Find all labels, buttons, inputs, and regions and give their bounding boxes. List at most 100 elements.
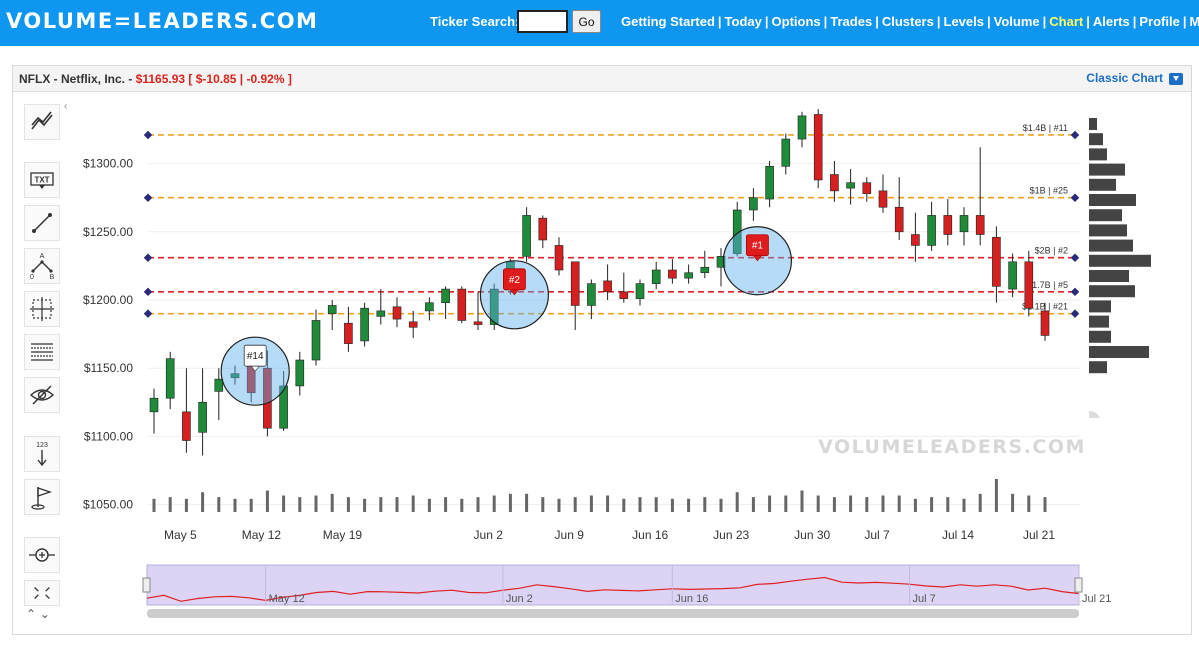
volume-profile-bar bbox=[1089, 330, 1111, 343]
text-tool-button[interactable]: TXT bbox=[24, 162, 60, 198]
classic-chart-link[interactable]: Classic Chart bbox=[1086, 71, 1163, 85]
stock-price: $1165.93 bbox=[135, 72, 186, 86]
level-diamond-right bbox=[1070, 130, 1080, 140]
trade-cluster-marker: #2 bbox=[479, 260, 550, 330]
nav-link-alerts[interactable]: Alerts bbox=[1092, 14, 1130, 29]
candle-body bbox=[813, 114, 823, 181]
price-scale-tool-button[interactable]: 123 bbox=[24, 436, 60, 472]
candle-body bbox=[554, 245, 564, 271]
candle bbox=[263, 350, 272, 437]
candle-body bbox=[587, 283, 596, 306]
candle-body bbox=[797, 115, 807, 140]
crosshair-box-tool-button[interactable] bbox=[24, 291, 60, 327]
level-diamond-left bbox=[143, 287, 153, 297]
candle-body bbox=[522, 215, 531, 257]
nav-link-today[interactable]: Today bbox=[724, 14, 762, 29]
candle bbox=[813, 109, 823, 189]
candle-body bbox=[263, 367, 272, 429]
nav-link-levels[interactable]: Levels bbox=[943, 14, 984, 29]
nav-link-getting-started[interactable]: Getting Started bbox=[621, 14, 715, 29]
price-scale-tool-icon: 123 bbox=[36, 442, 48, 467]
volume-profile-bar bbox=[1089, 254, 1151, 267]
volume-level-label: $1.4B | #11 bbox=[1023, 123, 1068, 133]
volume-bar bbox=[184, 498, 188, 512]
volume-bar bbox=[265, 490, 269, 512]
trend-lines-tool-button[interactable] bbox=[24, 104, 60, 140]
candle bbox=[749, 188, 758, 221]
volume-bar bbox=[508, 493, 512, 512]
go-button[interactable]: Go bbox=[572, 10, 601, 33]
volumeleaders-logo[interactable]: VOLUME=LEADERS.COM bbox=[6, 9, 319, 33]
candle bbox=[1040, 302, 1050, 341]
volume-bar bbox=[994, 479, 998, 512]
candle-body bbox=[927, 215, 936, 246]
line-tool-button[interactable] bbox=[24, 205, 60, 241]
volume-bar bbox=[314, 495, 318, 512]
nav-link-profile[interactable]: Profile bbox=[1139, 14, 1180, 29]
hide-drawings-button[interactable] bbox=[24, 377, 60, 413]
nav-link-trades[interactable]: Trades bbox=[830, 14, 873, 29]
candle-body bbox=[425, 302, 434, 312]
candle-body bbox=[749, 197, 758, 211]
y-axis-tick-label: $1200.00 bbox=[83, 293, 133, 307]
candle-body bbox=[279, 385, 288, 429]
volume-bar bbox=[363, 498, 367, 512]
volume-bar bbox=[930, 497, 934, 512]
volume-bar bbox=[719, 498, 723, 512]
candle-body bbox=[311, 320, 321, 361]
nav-link-my-subs[interactable]: My Subs bbox=[1189, 14, 1199, 29]
candle-body bbox=[473, 321, 483, 325]
volume-bar bbox=[557, 498, 561, 512]
volume-profile-bar bbox=[1089, 194, 1136, 206]
x-axis-tick-label: Jun 9 bbox=[555, 528, 585, 542]
candle-body bbox=[894, 206, 904, 233]
zoom-crosshair-icon bbox=[29, 548, 55, 562]
navigator-scrollbar[interactable] bbox=[147, 609, 1079, 618]
x-axis-tick-label: May 12 bbox=[242, 528, 282, 542]
candle-body bbox=[862, 182, 872, 194]
flag-marker-tool-button[interactable] bbox=[24, 479, 60, 515]
zoom-crosshair-button[interactable] bbox=[24, 537, 60, 573]
volume-bar bbox=[849, 495, 853, 512]
nav-link-options[interactable]: Options bbox=[771, 14, 821, 29]
nav-link-chart[interactable]: Chart bbox=[1049, 14, 1084, 29]
candles bbox=[149, 109, 1050, 456]
level-diamond-left bbox=[143, 309, 153, 318]
candle-body bbox=[619, 291, 629, 299]
ticker-search-input[interactable] bbox=[517, 10, 568, 33]
nav-separator: | bbox=[1086, 14, 1090, 29]
candle-body bbox=[911, 234, 920, 246]
navigator-handle-left[interactable] bbox=[142, 577, 151, 593]
volume-level: $1B | #25 bbox=[143, 186, 1080, 202]
candle-body bbox=[635, 283, 645, 299]
y-axis-tick-label: $1100.00 bbox=[84, 429, 133, 443]
candle bbox=[959, 207, 969, 246]
candle bbox=[376, 289, 386, 325]
candle-body bbox=[992, 236, 1001, 287]
fullscreen-button[interactable] bbox=[24, 580, 60, 606]
volume-bar bbox=[444, 497, 448, 512]
volume-bar bbox=[865, 497, 869, 512]
candle bbox=[619, 272, 629, 303]
navigator-price-line bbox=[146, 576, 1080, 602]
nav-link-volume[interactable]: Volume bbox=[993, 14, 1040, 29]
volume-profile-bar bbox=[1089, 239, 1133, 252]
level-diamond-left bbox=[143, 193, 153, 202]
navigator-handle-right[interactable] bbox=[1074, 577, 1083, 593]
chart-panel: NFLX - Netflix, Inc. - $1165.93 [ $-10.8… bbox=[12, 65, 1192, 635]
volume-bar bbox=[427, 498, 431, 512]
fib-retracement-tool-button[interactable] bbox=[24, 334, 60, 370]
x-axis-tick-label: Jun 23 bbox=[713, 528, 749, 542]
svg-text:TXT: TXT bbox=[34, 176, 49, 185]
collapse-toolbar-icon: ‹ bbox=[64, 101, 67, 112]
classic-chart-dropdown-icon[interactable] bbox=[1169, 73, 1183, 85]
volume-bar bbox=[978, 493, 982, 512]
candle-body bbox=[344, 322, 353, 344]
nav-link-clusters[interactable]: Clusters bbox=[881, 14, 934, 29]
candle-body bbox=[214, 378, 224, 392]
pattern-tool-button[interactable]: A B 0 bbox=[24, 248, 60, 284]
candle bbox=[862, 177, 872, 202]
volume-bar bbox=[1027, 495, 1031, 512]
candle bbox=[651, 261, 661, 290]
